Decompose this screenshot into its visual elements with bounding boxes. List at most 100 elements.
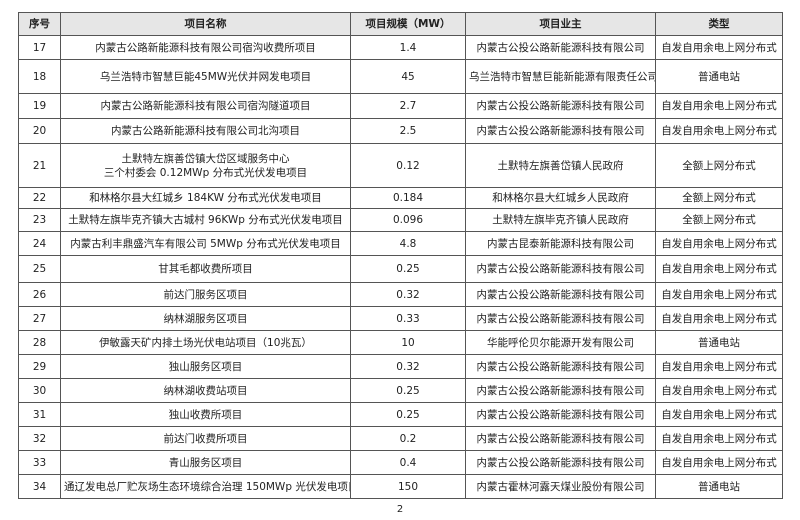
scale-cell: 0.2 <box>350 426 466 451</box>
owner-cell: 内蒙古公投公路新能源科技有限公司 <box>465 282 656 307</box>
scale-cell: 0.25 <box>350 255 466 283</box>
owner-cell: 内蒙古霍林河露天煤业股份有限公司 <box>465 474 656 499</box>
seq-cell: 28 <box>18 330 61 355</box>
scale-cell: 0.25 <box>350 378 466 403</box>
table-row: 25 甘其毛都收费所项目 0.25 内蒙古公投公路新能源科技有限公司 自发自用余电上网分… <box>18 255 783 283</box>
seq-cell: 34 <box>18 474 61 499</box>
name-cell: 土默特左旗毕克齐镇大古城村 96KWp 分布式光伏发电项目 <box>60 208 351 232</box>
scale-cell: 2.5 <box>350 118 466 144</box>
name-cell: 和林格尔县大红城乡 184KW 分布式光伏发电项目 <box>60 187 351 209</box>
owner-cell: 内蒙古公投公路新能源科技有限公司 <box>465 35 656 60</box>
scale-cell: 4.8 <box>350 231 466 256</box>
header-cell: 项目规模（MW） <box>350 12 466 36</box>
name-cell: 前达门服务区项目 <box>60 282 351 307</box>
table-row: 18 乌兰浩特市智慧巨能45MW光伏并网发电项目 45 乌兰浩特市智慧巨能新能源有限责… <box>18 59 783 94</box>
name-cell: 内蒙古公路新能源科技有限公司宿沟隧道项目 <box>60 93 351 119</box>
header-row: 序号 项目名称 项目规模（MW） 项目业主 类型 <box>18 12 783 36</box>
table-row: 32 前达门收费所项目 0.2 内蒙古公投公路新能源科技有限公司 自发自用余电上网分布式 <box>18 426 783 451</box>
owner-cell: 华能呼伦贝尔能源开发有限公司 <box>465 330 656 355</box>
scale-cell: 0.32 <box>350 354 466 379</box>
name-cell: 甘其毛都收费所项目 <box>60 255 351 283</box>
scale-cell: 0.12 <box>350 143 466 188</box>
type-cell: 全额上网分布式 <box>655 187 783 209</box>
type-cell: 普通电站 <box>655 330 783 355</box>
scale-cell: 2.7 <box>350 93 466 119</box>
name-cell: 内蒙古公路新能源科技有限公司宿沟收费所项目 <box>60 35 351 60</box>
scale-cell: 45 <box>350 59 466 94</box>
header-cell: 项目业主 <box>465 12 656 36</box>
type-cell: 自发自用余电上网分布式 <box>655 402 783 427</box>
name-cell: 独山服务区项目 <box>60 354 351 379</box>
name-cell: 纳林湖服务区项目 <box>60 306 351 331</box>
cell-line: 土默特左旗善岱镇大岱区域服务中心 <box>121 152 290 165</box>
owner-cell: 和林格尔县大红城乡人民政府 <box>465 187 656 209</box>
name-cell: 纳林湖收费站项目 <box>60 378 351 403</box>
project-table: 序号 项目名称 项目规模（MW） 项目业主 类型 17 内蒙古公路新能源科技有限公司宿沟收… <box>18 12 783 499</box>
table-row: 28 伊敏露天矿内排土场光伏电站项目（10兆瓦） 10 华能呼伦贝尔能源开发有限公司普… <box>18 330 783 355</box>
table-row: 22 和林格尔县大红城乡 184KW 分布式光伏发电项目 0.184 和林格尔县大红城… <box>18 187 783 209</box>
name-cell: 土默特左旗善岱镇大岱区域服务中心 三个村委会 0.12MWp 分布式光伏发电项目 <box>60 143 351 188</box>
header-cell: 类型 <box>655 12 783 36</box>
name-cell: 内蒙古利丰鼎盛汽车有限公司 5MWp 分布式光伏发电项目 <box>60 231 351 256</box>
table-row: 30 纳林湖收费站项目 0.25 内蒙古公投公路新能源科技有限公司 自发自用余电上网分布… <box>18 378 783 403</box>
owner-cell: 土默特左旗善岱镇人民政府 <box>465 143 656 188</box>
seq-cell: 20 <box>18 118 61 144</box>
table-row: 20 内蒙古公路新能源科技有限公司北沟项目 2.5 内蒙古公投公路新能源科技有限公司自… <box>18 118 783 144</box>
type-cell: 自发自用余电上网分布式 <box>655 231 783 256</box>
type-cell: 自发自用余电上网分布式 <box>655 450 783 475</box>
owner-cell: 内蒙古公投公路新能源科技有限公司 <box>465 118 656 144</box>
type-cell: 自发自用余电上网分布式 <box>655 426 783 451</box>
scale-cell: 10 <box>350 330 466 355</box>
type-cell: 自发自用余电上网分布式 <box>655 354 783 379</box>
table-row: 24 内蒙古利丰鼎盛汽车有限公司 5MWp 分布式光伏发电项目 4.8 内蒙古昆泰新能… <box>18 231 783 256</box>
seq-cell: 31 <box>18 402 61 427</box>
type-cell: 自发自用余电上网分布式 <box>655 255 783 283</box>
type-cell: 自发自用余电上网分布式 <box>655 93 783 119</box>
scale-cell: 0.33 <box>350 306 466 331</box>
name-cell: 内蒙古公路新能源科技有限公司北沟项目 <box>60 118 351 144</box>
type-cell: 全额上网分布式 <box>655 143 783 188</box>
seq-cell: 33 <box>18 450 61 475</box>
scale-cell: 1.4 <box>350 35 466 60</box>
type-cell: 全额上网分布式 <box>655 208 783 232</box>
seq-cell: 17 <box>18 35 61 60</box>
owner-cell: 内蒙古公投公路新能源科技有限公司 <box>465 354 656 379</box>
seq-cell: 25 <box>18 255 61 283</box>
table-row: 26 前达门服务区项目 0.32 内蒙古公投公路新能源科技有限公司 自发自用余电上网分布… <box>18 282 783 307</box>
table-row: 17 内蒙古公路新能源科技有限公司宿沟收费所项目 1.4 内蒙古公投公路新能源科技有限… <box>18 35 783 60</box>
scale-cell: 0.32 <box>350 282 466 307</box>
scale-cell: 0.184 <box>350 187 466 209</box>
owner-cell: 内蒙古公投公路新能源科技有限公司 <box>465 426 656 451</box>
owner-cell: 内蒙古公投公路新能源科技有限公司 <box>465 450 656 475</box>
type-cell: 自发自用余电上网分布式 <box>655 306 783 331</box>
seq-cell: 27 <box>18 306 61 331</box>
type-cell: 普通电站 <box>655 474 783 499</box>
page-number: 2 <box>396 504 404 515</box>
cell-line: 三个村委会 0.12MWp 分布式光伏发电项目 <box>103 166 308 179</box>
type-cell: 自发自用余电上网分布式 <box>655 118 783 144</box>
name-cell: 乌兰浩特市智慧巨能45MW光伏并网发电项目 <box>60 59 351 94</box>
type-cell: 普通电站 <box>655 59 783 94</box>
name-cell: 青山服务区项目 <box>60 450 351 475</box>
seq-cell: 21 <box>18 143 61 188</box>
table-row: 23 土默特左旗毕克齐镇大古城村 96KWp 分布式光伏发电项目 0.096 土默特左… <box>18 208 783 232</box>
table-row: 33 青山服务区项目 0.4 内蒙古公投公路新能源科技有限公司 自发自用余电上网分布式 <box>18 450 783 475</box>
seq-cell: 26 <box>18 282 61 307</box>
table-row: 29 独山服务区项目 0.32 内蒙古公投公路新能源科技有限公司 自发自用余电上网分布式 <box>18 354 783 379</box>
seq-cell: 19 <box>18 93 61 119</box>
owner-cell: 内蒙古公投公路新能源科技有限公司 <box>465 93 656 119</box>
scale-cell: 0.25 <box>350 402 466 427</box>
name-cell: 通辽发电总厂贮灰场生态环境综合治理 150MWp 光伏发电项目 <box>60 474 351 499</box>
scale-cell: 150 <box>350 474 466 499</box>
name-cell: 独山收费所项目 <box>60 402 351 427</box>
type-cell: 自发自用余电上网分布式 <box>655 378 783 403</box>
seq-cell: 22 <box>18 187 61 209</box>
owner-cell: 土默特左旗毕克齐镇人民政府 <box>465 208 656 232</box>
owner-cell: 内蒙古公投公路新能源科技有限公司 <box>465 378 656 403</box>
table-row: 31 独山收费所项目 0.25 内蒙古公投公路新能源科技有限公司 自发自用余电上网分布式 <box>18 402 783 427</box>
table-row: 27 纳林湖服务区项目 0.33 内蒙古公投公路新能源科技有限公司 自发自用余电上网分布… <box>18 306 783 331</box>
owner-cell: 内蒙古公投公路新能源科技有限公司 <box>465 402 656 427</box>
seq-cell: 30 <box>18 378 61 403</box>
seq-cell: 24 <box>18 231 61 256</box>
